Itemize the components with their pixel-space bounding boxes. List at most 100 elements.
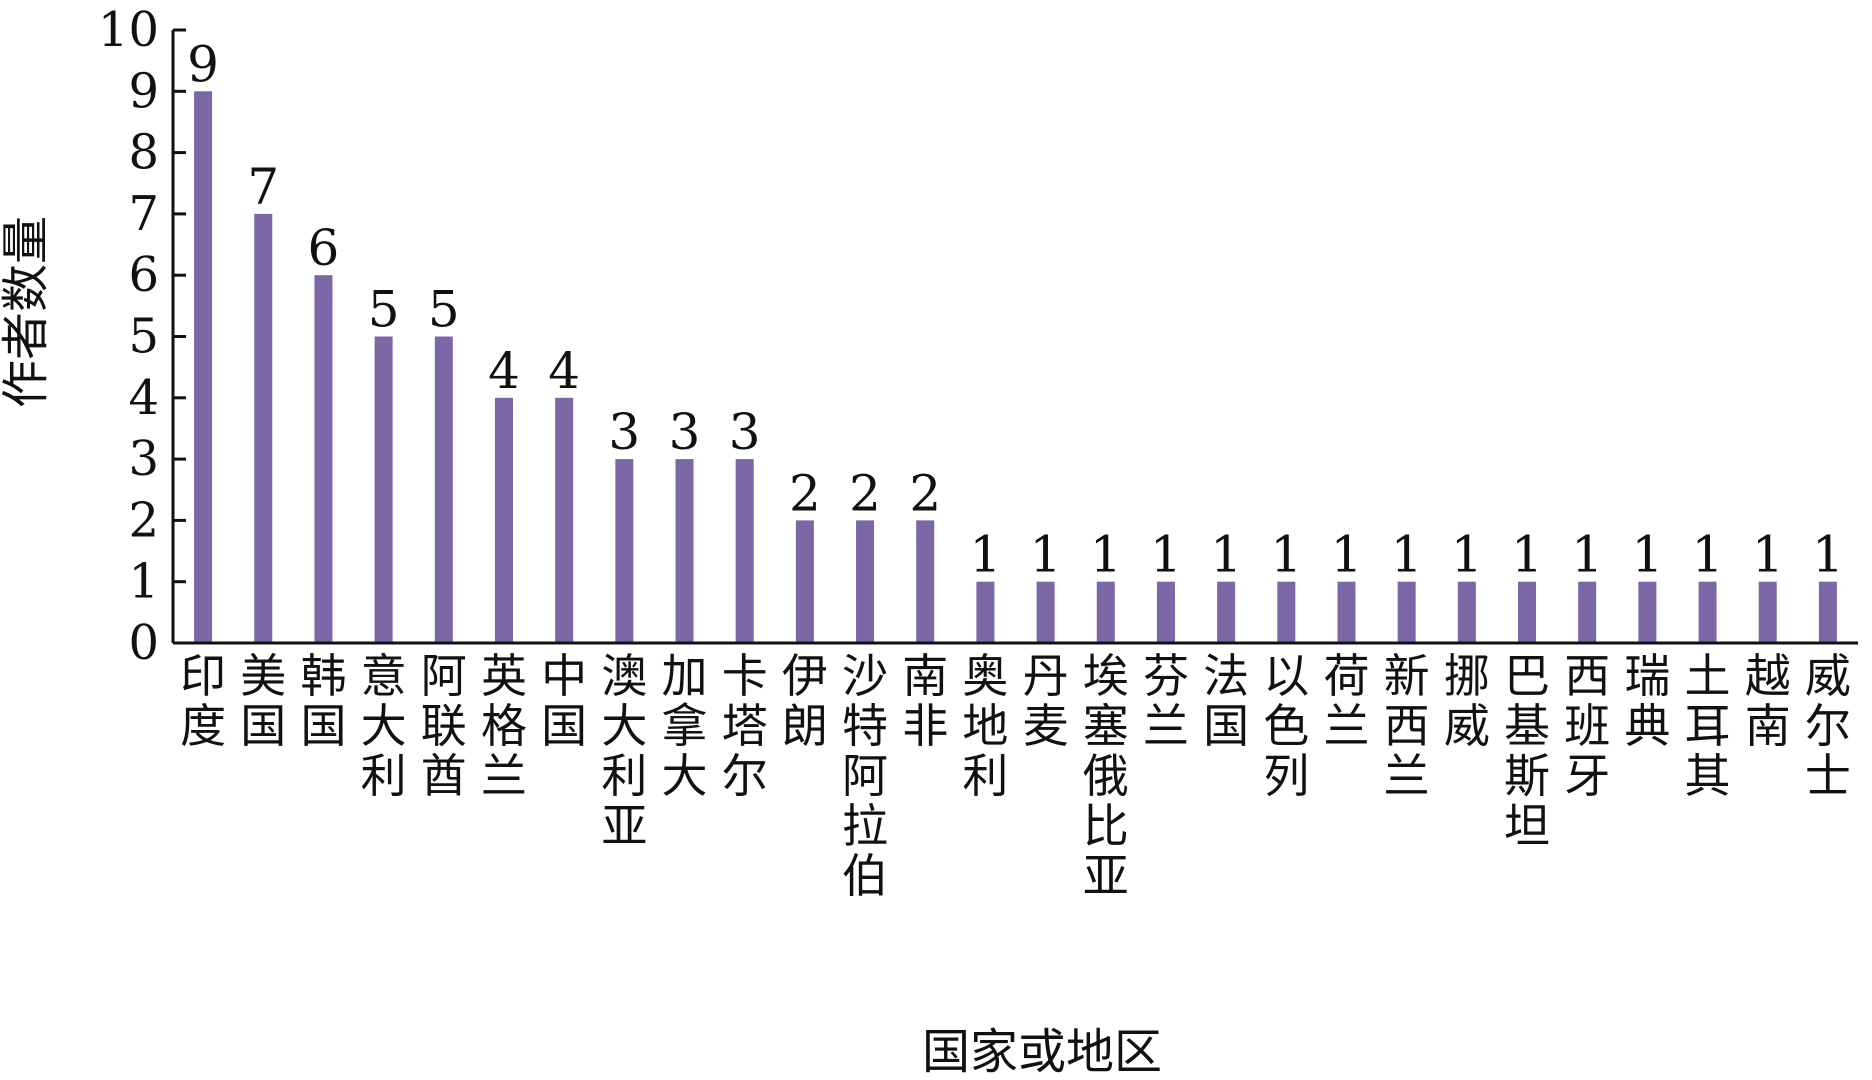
x-tick-label: 荷兰	[1323, 649, 1369, 753]
y-tick-label: 10	[98, 2, 159, 58]
y-tick-label: 7	[128, 186, 159, 242]
bar	[555, 397, 574, 643]
bar-value-label: 2	[909, 464, 941, 522]
x-tick-label: 西班牙	[1564, 649, 1610, 803]
bar	[1036, 581, 1055, 643]
x-tick-label: 丹麦	[1023, 649, 1069, 753]
bar	[615, 459, 634, 643]
y-tick-label: 5	[128, 309, 159, 365]
x-tick-label: 沙特阿拉伯	[842, 649, 888, 903]
bar-value-label: 1	[1270, 526, 1302, 584]
bar-value-label: 5	[368, 281, 400, 339]
bar-value-label: 6	[308, 219, 340, 277]
bar	[254, 213, 273, 643]
x-tick-label: 印度	[180, 649, 226, 753]
bar-value-label: 1	[1391, 526, 1423, 584]
bar	[1217, 581, 1236, 643]
bar	[675, 459, 694, 643]
bar	[374, 336, 393, 643]
bar	[194, 91, 213, 644]
bar-value-label: 1	[1150, 526, 1182, 584]
x-axis-title: 国家或地区	[922, 1024, 1162, 1080]
y-tick-label: 2	[128, 492, 159, 548]
bar-value-label: 3	[669, 403, 701, 461]
bar	[494, 397, 513, 643]
x-tick-label: 加拿大	[662, 649, 708, 803]
x-tick-label: 韩国	[300, 649, 346, 753]
bar-value-label: 1	[1631, 526, 1663, 584]
bar	[1337, 581, 1356, 643]
bar-value-label: 1	[970, 526, 1002, 584]
bar	[1698, 581, 1717, 643]
y-axis-title: 作者数量	[0, 216, 54, 408]
bar-value-label: 7	[247, 158, 279, 216]
bar-value-label: 3	[608, 403, 640, 461]
bar-value-label: 1	[1571, 526, 1603, 584]
x-tick-label: 伊朗	[782, 649, 828, 753]
bar	[1397, 581, 1416, 643]
bar	[735, 459, 754, 643]
bar-value-label: 1	[1511, 526, 1543, 584]
x-tick-label: 以色列	[1263, 649, 1309, 803]
x-tick-label: 意大利	[361, 649, 407, 803]
bar	[976, 581, 995, 643]
x-axis: 印度美国韩国意大利阿联酋英格兰中国澳大利亚加拿大卡塔尔伊朗沙特阿拉伯南非奥地利丹…	[173, 641, 1858, 903]
bar-value-label: 1	[1090, 526, 1122, 584]
x-tick-label: 南非	[902, 649, 948, 753]
x-tick-label: 越南	[1745, 649, 1791, 753]
bar	[434, 336, 453, 643]
bar-value-label: 2	[789, 464, 821, 522]
bar	[1818, 581, 1837, 643]
bar-value-label: 5	[428, 281, 460, 339]
y-tick-label: 1	[128, 554, 159, 610]
bar	[916, 520, 935, 643]
bar-value-label: 1	[1692, 526, 1724, 584]
bar-value-label: 1	[1030, 526, 1062, 584]
x-tick-label: 奥地利	[962, 649, 1008, 803]
bar-value-label: 2	[849, 464, 881, 522]
x-tick-label: 阿联酋	[421, 649, 467, 803]
bar-value-label: 1	[1812, 526, 1844, 584]
y-tick-label: 6	[128, 247, 159, 303]
y-tick-label: 0	[128, 615, 159, 671]
bar-value-label: 9	[187, 35, 219, 93]
bar	[1156, 581, 1175, 643]
bar	[1578, 581, 1597, 643]
bar	[1457, 581, 1476, 643]
bar-value-label: 1	[1451, 526, 1483, 584]
x-tick-label: 瑞典	[1624, 649, 1670, 753]
bar	[795, 520, 814, 643]
bar	[856, 520, 875, 643]
bar	[1638, 581, 1657, 643]
x-tick-label: 英格兰	[481, 649, 527, 803]
x-tick-label: 美国	[240, 649, 286, 753]
y-tick-label: 4	[128, 370, 159, 426]
bar-value-label: 1	[1210, 526, 1242, 584]
bar-value-label: 3	[729, 403, 761, 461]
bar-value-label: 4	[548, 342, 580, 400]
x-tick-label: 威尔士	[1805, 649, 1851, 803]
bar	[314, 275, 333, 643]
bar	[1277, 581, 1296, 643]
bar	[1518, 581, 1537, 643]
x-tick-label: 澳大利亚	[601, 649, 647, 853]
bar-value-label: 1	[1331, 526, 1363, 584]
bar-value-label: 1	[1752, 526, 1784, 584]
x-tick-label: 土耳其	[1685, 649, 1731, 803]
x-tick-label: 芬兰	[1143, 649, 1189, 753]
bar	[1758, 581, 1777, 643]
x-tick-label: 新西兰	[1384, 649, 1430, 803]
y-tick-label: 9	[128, 63, 159, 119]
bar-value-label: 4	[488, 342, 520, 400]
x-tick-label: 中国	[541, 649, 587, 753]
x-tick-label: 法国	[1203, 649, 1249, 753]
x-tick-label: 卡塔尔	[722, 649, 768, 803]
bar	[1096, 581, 1115, 643]
y-tick-label: 8	[128, 125, 159, 181]
x-tick-label: 埃塞俄比亚	[1083, 649, 1129, 903]
x-tick-label: 巴基斯坦	[1504, 649, 1550, 853]
